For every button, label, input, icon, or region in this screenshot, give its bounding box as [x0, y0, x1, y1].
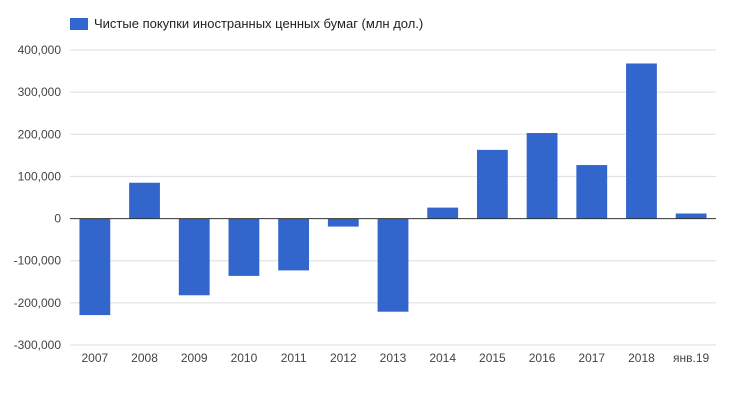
x-tick-label: 2017	[578, 351, 605, 365]
x-tick-label: 2008	[131, 351, 158, 365]
x-tick-label: 2012	[330, 351, 357, 365]
x-tick-label: 2011	[281, 351, 307, 365]
y-tick-label: -100,000	[14, 254, 62, 268]
y-tick-label: 100,000	[18, 169, 62, 183]
x-tick-label: 2013	[380, 351, 407, 365]
y-tick-label: 200,000	[18, 127, 62, 141]
x-tick-label: 2018	[628, 351, 655, 365]
bar-2007	[79, 218, 111, 316]
bar-2013	[377, 218, 409, 312]
bar-2016	[526, 133, 558, 219]
y-tick-label: 0	[54, 212, 61, 226]
y-tick-label: -200,000	[14, 296, 62, 310]
bar-2010	[228, 218, 260, 276]
y-tick-label: 400,000	[18, 43, 62, 57]
x-tick-label: 2010	[231, 351, 258, 365]
x-tick-label: 2016	[529, 351, 556, 365]
legend: Чистые покупки иностранных ценных бумаг …	[70, 16, 423, 31]
x-tick-label: 2007	[81, 351, 108, 365]
y-tick-label: -300,000	[14, 338, 62, 352]
bar-2018	[626, 63, 657, 219]
bar-2009	[178, 218, 210, 296]
bar-2015	[476, 149, 508, 219]
bar-2012	[327, 218, 359, 227]
bar-2011	[278, 218, 310, 271]
y-tick-label: 300,000	[18, 85, 62, 99]
bar-2014	[427, 207, 459, 219]
bar-2008	[129, 182, 160, 219]
legend-swatch	[70, 17, 88, 30]
x-tick-label: 2009	[181, 351, 208, 365]
x-tick-label: 2014	[429, 351, 456, 365]
x-tick-label: 2015	[479, 351, 506, 365]
bar-2017	[576, 165, 608, 219]
legend-label: Чистые покупки иностранных ценных бумаг …	[94, 16, 424, 31]
x-tick-label: янв.19	[673, 351, 710, 365]
bar-янв.19	[675, 213, 707, 219]
